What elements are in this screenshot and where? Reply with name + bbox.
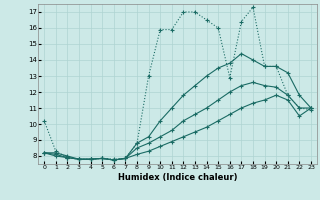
X-axis label: Humidex (Indice chaleur): Humidex (Indice chaleur) bbox=[118, 173, 237, 182]
